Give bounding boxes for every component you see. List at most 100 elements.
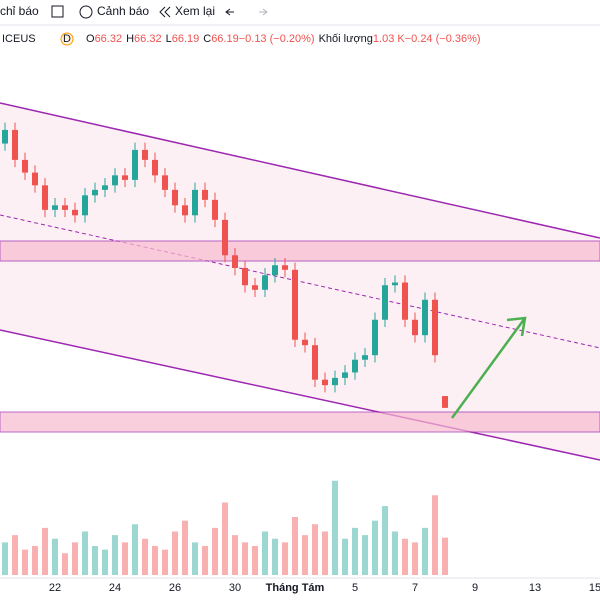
- replay-icon[interactable]: [159, 6, 171, 18]
- candle-body: [122, 175, 128, 180]
- volume-bar: [422, 527, 428, 575]
- candle-body: [52, 205, 58, 210]
- volume-bar: [2, 542, 8, 575]
- candle-body: [82, 195, 88, 216]
- volume-bar: [392, 531, 398, 575]
- x-tick-label: 13: [529, 582, 541, 594]
- volume-bar: [412, 542, 418, 575]
- volume-bar: [292, 517, 298, 575]
- channel-lower: [0, 329, 600, 461]
- undo-button[interactable]: [225, 8, 234, 16]
- x-tick-label: 7: [412, 582, 418, 594]
- candle-body: [252, 285, 258, 290]
- badge: [60, 32, 74, 46]
- volume-bar: [72, 542, 78, 575]
- candle-body: [42, 185, 48, 210]
- candle-body: [432, 299, 438, 356]
- candle-body: [172, 189, 178, 206]
- candle-body: [442, 396, 448, 408]
- volume-bar: [122, 542, 128, 575]
- candle-body: [2, 129, 8, 144]
- x-tick-label: 22: [49, 582, 61, 594]
- volume-bar: [112, 535, 118, 575]
- zone: [0, 240, 600, 262]
- volume-bar: [222, 502, 228, 575]
- candle-body: [232, 255, 238, 268]
- volume-bar: [102, 549, 108, 575]
- symbol: ICEUS: [2, 33, 36, 45]
- candle-body: [332, 377, 338, 386]
- candle-body: [112, 175, 118, 186]
- volume-bar: [52, 538, 58, 575]
- volume-bar: [62, 553, 68, 575]
- replay-button[interactable]: Xem lại: [175, 4, 215, 18]
- candle-body: [282, 265, 288, 270]
- candle-body: [242, 267, 248, 286]
- candle-body: [212, 199, 218, 220]
- volume-bar: [252, 546, 258, 575]
- candle-body: [382, 285, 388, 320]
- x-tick-label: 30: [229, 582, 241, 594]
- grid-icon[interactable]: [51, 5, 64, 18]
- legend-values: O66.32 H66.32 L66.19 C66.19−0.13 (−0.20%) Kh…: [86, 33, 481, 45]
- volume-bar: [282, 542, 288, 575]
- legend-o: 66.32: [95, 33, 123, 45]
- badge-text: D: [63, 33, 71, 45]
- candle-body: [372, 319, 378, 356]
- volume-bar: [172, 531, 178, 575]
- channel-mid: [0, 214, 600, 349]
- candle-body: [362, 355, 368, 360]
- volume-bar: [302, 535, 308, 575]
- candle-body: [422, 299, 428, 336]
- volume-bar: [352, 527, 358, 575]
- candle-body: [72, 209, 78, 216]
- candle-body: [152, 159, 158, 176]
- legend-l-label: L: [166, 33, 172, 45]
- candle-body: [392, 282, 398, 286]
- alert-icon[interactable]: [79, 5, 93, 19]
- volume-bar: [342, 538, 348, 575]
- candle-body: [32, 172, 38, 186]
- volume-bar: [382, 506, 388, 575]
- volume-bar: [322, 531, 328, 575]
- redo-button[interactable]: [259, 8, 268, 16]
- channel-fill: [0, 103, 600, 460]
- legend-c-label: C: [203, 33, 211, 45]
- volume-bar: [242, 542, 248, 575]
- volume-bar: [232, 535, 238, 575]
- volume-bar: [332, 480, 338, 575]
- candle-body: [262, 275, 268, 290]
- candle-body: [92, 189, 98, 196]
- candle-body: [12, 129, 18, 160]
- x-tick-label: 24: [109, 582, 121, 594]
- channel-upper: [0, 102, 600, 239]
- volume-bar: [142, 538, 148, 575]
- candle-body: [342, 372, 348, 378]
- legend-change: −0.13 (−0.20%): [239, 33, 315, 45]
- volume-bar: [32, 546, 38, 575]
- indicators-button[interactable]: chỉ báo: [0, 4, 39, 18]
- candle-body: [412, 319, 418, 336]
- candle-body: [132, 149, 138, 180]
- alerts-button[interactable]: Cảnh báo: [97, 4, 149, 18]
- legend-l: 66.19: [172, 33, 200, 45]
- arrow: [450, 316, 527, 419]
- volume-bar: [92, 546, 98, 575]
- volume-bar: [212, 527, 218, 575]
- zone: [0, 411, 600, 433]
- volume-bar: [82, 531, 88, 575]
- volume-bar: [152, 546, 158, 575]
- volume-bar: [402, 538, 408, 575]
- volume-bar: [42, 527, 48, 575]
- x-tick-label: 26: [169, 582, 181, 594]
- x-tick-label: 15: [589, 582, 600, 594]
- volume-bar: [162, 549, 168, 575]
- legend-bg: [0, 28, 600, 48]
- volume-bar: [362, 535, 368, 575]
- candle-body: [292, 269, 298, 340]
- volume-bar: [372, 520, 378, 575]
- candle-body: [22, 159, 28, 173]
- candle-body: [102, 185, 108, 190]
- legend-o-label: O: [86, 33, 95, 45]
- candle-body: [162, 175, 168, 190]
